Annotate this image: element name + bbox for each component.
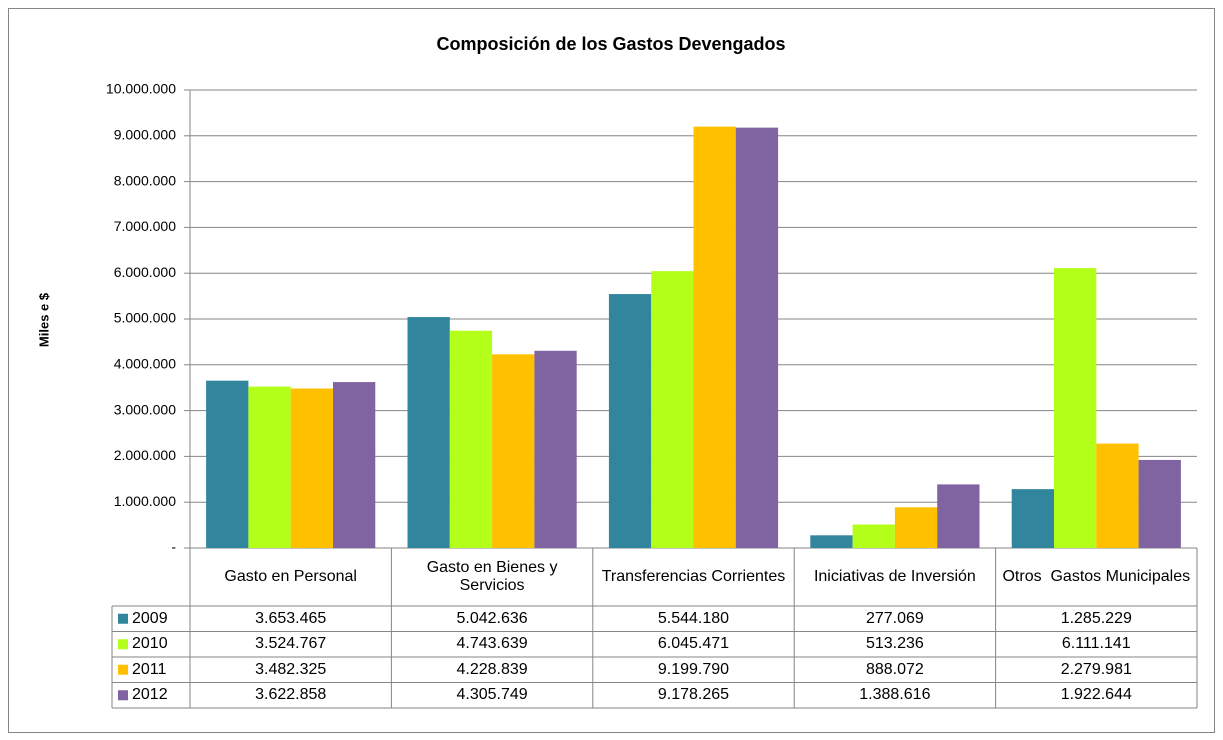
legend-key <box>118 613 128 624</box>
table-value: 6.045.471 <box>657 635 730 653</box>
bar <box>894 507 938 548</box>
table-value: 9.199.790 <box>657 660 730 678</box>
y-tick-label: 8.000.000 <box>114 172 176 188</box>
bar <box>290 388 333 548</box>
bar <box>693 126 736 548</box>
legend-key <box>118 639 128 650</box>
x-tick-label: Transferencias Corrientes <box>601 568 786 585</box>
table-value: 1.285.229 <box>1060 609 1132 627</box>
legend-label: 2011 <box>132 660 167 678</box>
y-tick-label: 10.000.000 <box>106 81 176 97</box>
y-tick-label: 5.000.000 <box>114 310 176 326</box>
legend-label: 2010 <box>132 635 168 653</box>
table-value: 4.743.639 <box>456 635 528 653</box>
y-tick-label: 6.000.000 <box>114 264 176 280</box>
bar <box>651 271 694 548</box>
bar <box>332 382 376 548</box>
legend-label: 2012 <box>132 686 168 704</box>
x-tick-label: Gasto en Bienes y Servicios <box>426 559 562 594</box>
bar <box>407 317 450 548</box>
bar <box>810 535 853 548</box>
x-tick-label: Otros Gastos Municipales <box>1002 568 1191 585</box>
bar <box>248 386 291 548</box>
x-tick-label: Iniciativas de Inversión <box>813 568 976 585</box>
table-value: 9.178.265 <box>657 686 730 704</box>
bar <box>937 484 980 548</box>
table-value: 4.305.749 <box>456 686 528 704</box>
table-value: 1.388.616 <box>859 686 931 704</box>
y-tick-label: 9.000.000 <box>114 127 176 143</box>
y-axis-label: Miles e $ <box>36 292 51 347</box>
y-tick-label: 4.000.000 <box>114 356 176 372</box>
legend-key <box>118 664 128 675</box>
bar <box>492 354 535 548</box>
table-value: 3.653.465 <box>255 609 327 627</box>
legend-key <box>118 690 128 701</box>
bar <box>608 294 652 548</box>
table-value: 4.228.839 <box>456 660 528 678</box>
bar <box>206 380 249 548</box>
bar <box>735 127 779 548</box>
table-value: 513.236 <box>865 635 924 653</box>
table-value: 3.524.767 <box>255 635 327 653</box>
bar <box>1138 459 1181 548</box>
table-value: 6.111.141 <box>1061 635 1131 653</box>
table-value: 888.072 <box>865 660 924 678</box>
table-value: 2.279.981 <box>1060 660 1132 678</box>
table-value: 3.622.858 <box>255 686 327 704</box>
bar <box>1011 489 1055 548</box>
y-tick-label: 1.000.000 <box>114 493 176 509</box>
bar <box>1096 443 1139 548</box>
table-value: 277.069 <box>865 609 924 627</box>
table-value: 3.482.325 <box>255 660 327 678</box>
y-tick-label: 7.000.000 <box>114 218 176 234</box>
y-tick-label: 3.000.000 <box>114 401 176 417</box>
y-tick-label: 2.000.000 <box>114 447 176 463</box>
legend-label: 2009 <box>132 609 168 627</box>
bar <box>1054 268 1097 548</box>
chart-title: Composición de los Gastos Devengados <box>436 34 785 54</box>
bar <box>449 330 493 548</box>
table-value: 5.042.636 <box>456 609 528 627</box>
bar <box>534 350 577 548</box>
bar <box>852 524 895 548</box>
x-tick-label: Gasto en Personal <box>224 568 357 585</box>
table-value: 1.922.644 <box>1060 686 1132 704</box>
table-value: 5.544.180 <box>657 609 730 627</box>
y-tick-label: - <box>171 539 176 555</box>
